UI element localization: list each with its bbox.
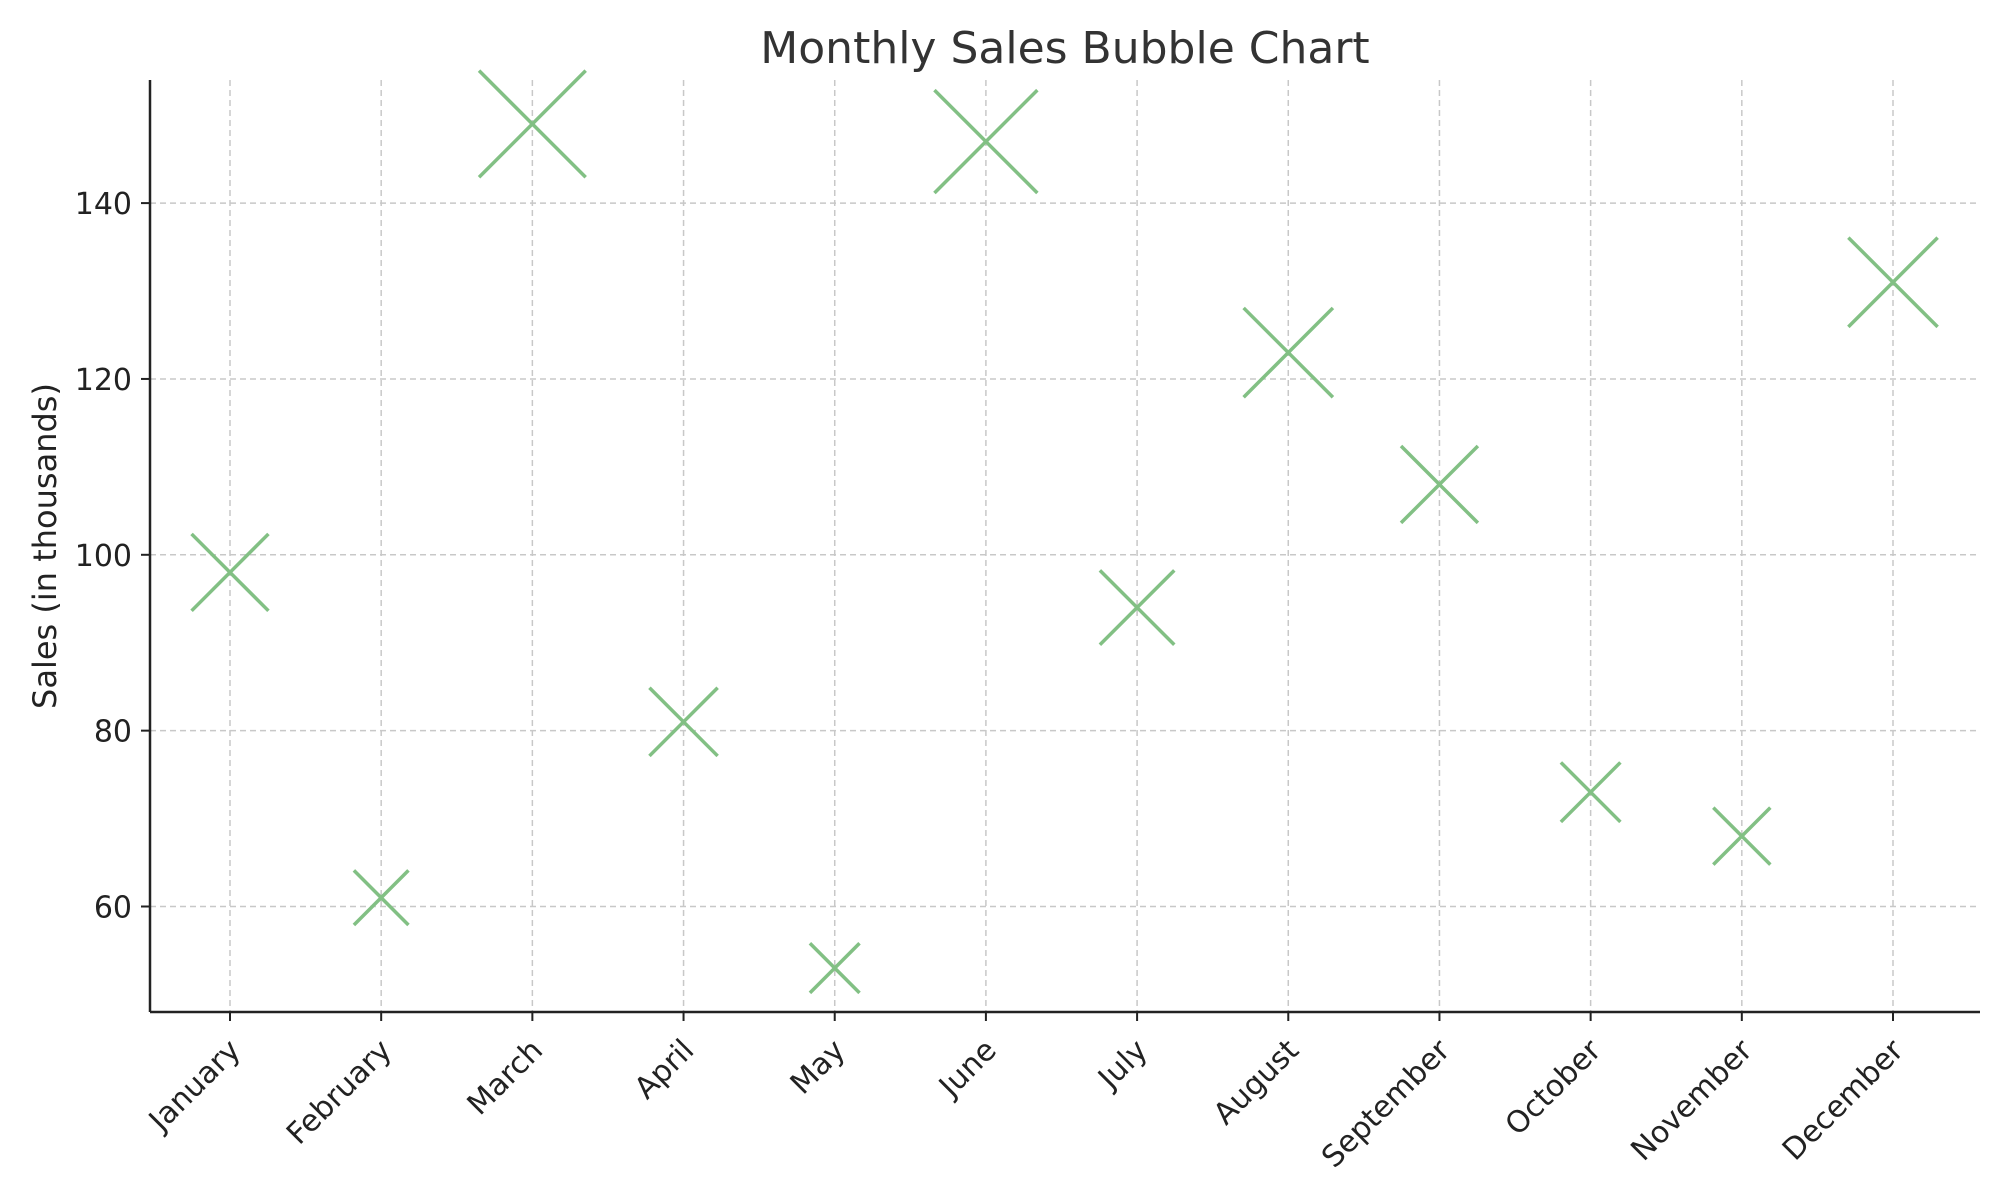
data-point-marker [190, 532, 270, 613]
x-tick-label: August [1207, 1033, 1306, 1132]
y-tick-label: 120 [75, 363, 132, 398]
marker-stroke [190, 532, 270, 613]
marker-stroke [352, 869, 410, 927]
grid [150, 80, 1980, 1012]
data-point-marker [352, 869, 410, 927]
x-tick-label: June [931, 1033, 1003, 1105]
x-tick-label: May [784, 1033, 853, 1102]
data-point-marker [477, 69, 587, 179]
x-tick-label: October [1499, 1032, 1609, 1142]
y-ticks: 60 80 100 120 140 [75, 187, 150, 925]
x-tick-label: February [280, 1033, 399, 1152]
y-tick-label: 60 [94, 890, 132, 925]
marker-stroke [1559, 761, 1622, 824]
marker-stroke [1242, 306, 1335, 399]
data-point-marker [1399, 444, 1480, 525]
data-point-marker [808, 942, 861, 995]
data-point-marker [933, 88, 1039, 195]
marker-stroke [648, 686, 719, 758]
data-point-marker [1242, 306, 1335, 399]
marker-stroke [933, 88, 1039, 195]
marker-stroke [1399, 444, 1480, 525]
x-ticks: January February March April May June July Augu… [141, 1012, 1911, 1175]
x-tick-label: December [1776, 1032, 1911, 1167]
data-point-marker [1712, 806, 1772, 866]
marker-stroke [1712, 806, 1772, 866]
x-tick-label: April [628, 1033, 701, 1106]
data-point-marker [648, 686, 719, 758]
data-point-marker [1847, 236, 1939, 329]
marker-stroke [808, 942, 861, 995]
y-tick-label: 140 [75, 187, 132, 222]
x-tick-label: July [1090, 1033, 1154, 1097]
data-markers [190, 69, 1939, 995]
y-axis-label: Sales (in thousands) [26, 383, 64, 709]
x-tick-label: September [1315, 1032, 1457, 1174]
x-tick-label: November [1624, 1032, 1760, 1168]
marker-stroke [477, 69, 587, 179]
marker-stroke [1098, 569, 1176, 646]
y-tick-label: 100 [75, 539, 132, 574]
data-point-marker [1559, 761, 1622, 824]
y-tick-label: 80 [94, 715, 132, 750]
marker-stroke [1847, 236, 1939, 329]
x-tick-label: January [141, 1033, 248, 1140]
data-point-marker [1098, 569, 1176, 646]
axes [148, 80, 1980, 1014]
chart-title: Monthly Sales Bubble Chart [760, 23, 1369, 74]
x-tick-label: March [461, 1033, 550, 1122]
